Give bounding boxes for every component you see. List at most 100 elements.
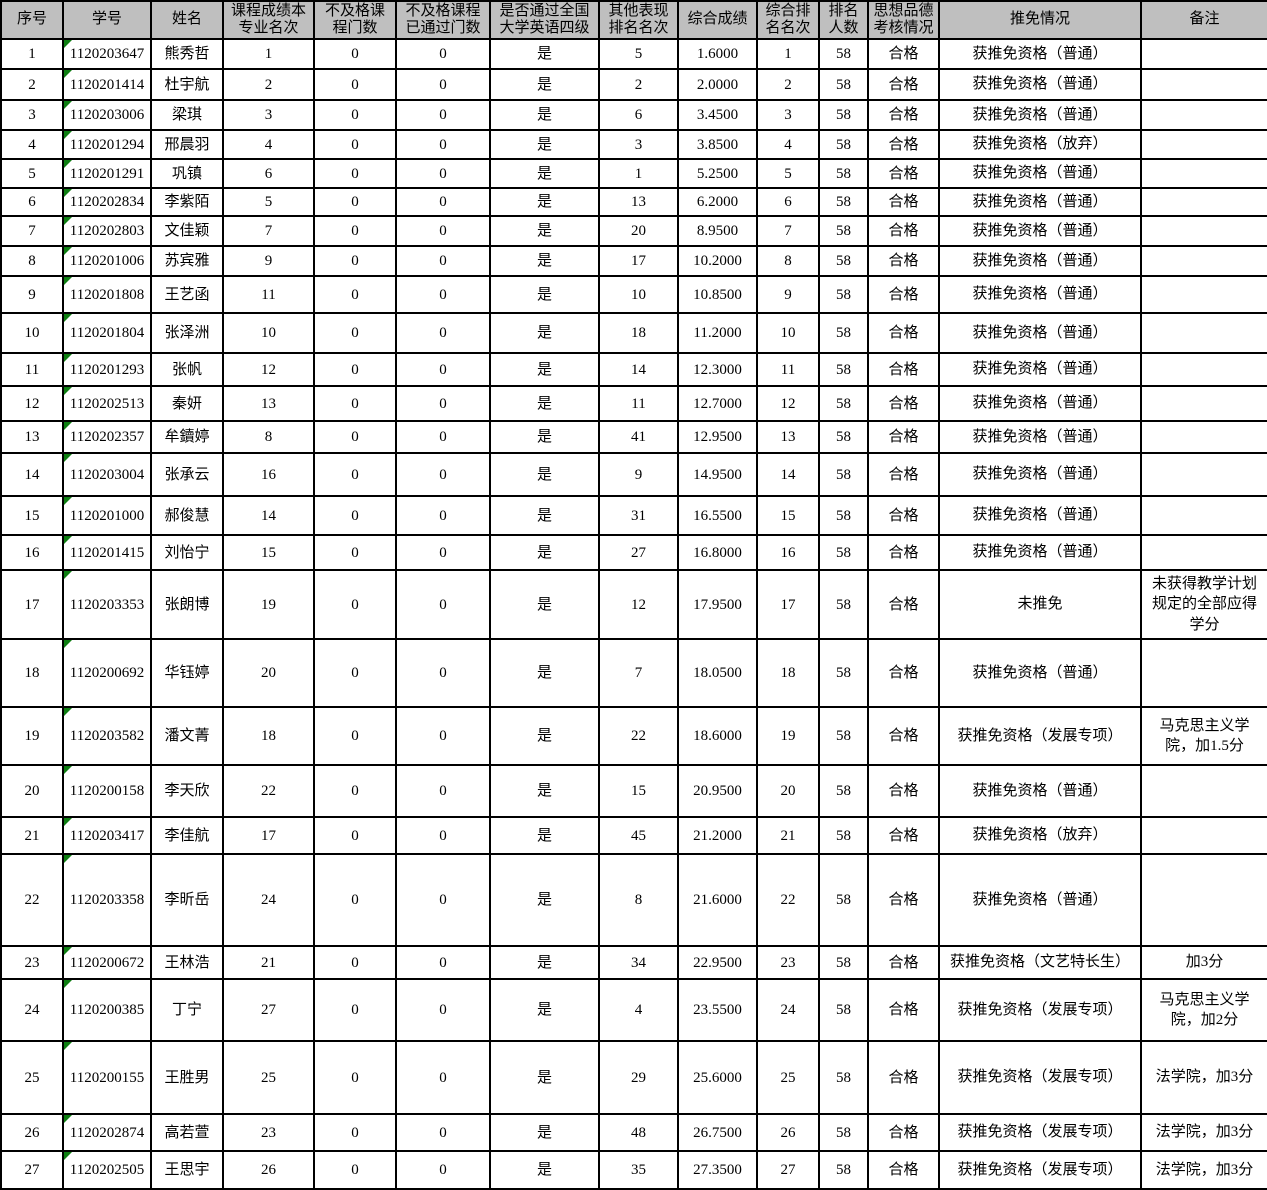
composite-rank-cell[interactable]: 5 bbox=[756, 158, 820, 189]
other-rank-cell[interactable]: 35 bbox=[598, 1150, 679, 1190]
cet4-cell[interactable]: 是 bbox=[489, 312, 600, 354]
exemption-status-cell[interactable]: 获推免资格（普通） bbox=[938, 158, 1142, 189]
remark-cell[interactable]: 马克思主义学 院，加1.5分 bbox=[1140, 706, 1267, 766]
moral-assessment-cell[interactable]: 合格 bbox=[867, 816, 940, 855]
col-header-course-rank[interactable]: 课程成绩本 专业名次 bbox=[222, 0, 315, 40]
moral-assessment-cell[interactable]: 合格 bbox=[867, 853, 940, 947]
col-header-seq[interactable]: 序号 bbox=[0, 0, 64, 40]
failed-count-cell[interactable]: 0 bbox=[313, 158, 397, 189]
course-rank-cell[interactable]: 16 bbox=[222, 452, 315, 497]
student-id-cell[interactable]: 1120201291 bbox=[62, 158, 152, 189]
seq-cell[interactable]: 24 bbox=[0, 978, 64, 1042]
other-rank-cell[interactable]: 8 bbox=[598, 853, 679, 947]
seq-cell[interactable]: 21 bbox=[0, 816, 64, 855]
seq-cell[interactable]: 26 bbox=[0, 1113, 64, 1152]
composite-rank-cell[interactable]: 21 bbox=[756, 816, 820, 855]
remark-cell[interactable] bbox=[1140, 638, 1267, 708]
failed-count-cell[interactable]: 0 bbox=[313, 452, 397, 497]
composite-rank-cell[interactable]: 26 bbox=[756, 1113, 820, 1152]
failed-passed-cell[interactable]: 0 bbox=[395, 534, 491, 571]
composite-score-cell[interactable]: 10.8500 bbox=[677, 275, 758, 314]
col-header-cohort-size[interactable]: 排名 人数 bbox=[818, 0, 869, 40]
cet4-cell[interactable]: 是 bbox=[489, 158, 600, 189]
failed-passed-cell[interactable]: 0 bbox=[395, 1113, 491, 1152]
student-id-cell[interactable]: 1120201293 bbox=[62, 352, 152, 387]
failed-count-cell[interactable]: 0 bbox=[313, 187, 397, 217]
student-id-cell[interactable]: 1120200692 bbox=[62, 638, 152, 708]
seq-cell[interactable]: 7 bbox=[0, 215, 64, 247]
failed-passed-cell[interactable]: 0 bbox=[395, 129, 491, 160]
seq-cell[interactable]: 15 bbox=[0, 495, 64, 536]
composite-score-cell[interactable]: 18.6000 bbox=[677, 706, 758, 766]
student-id-cell[interactable]: 1120203353 bbox=[62, 569, 152, 640]
moral-assessment-cell[interactable]: 合格 bbox=[867, 495, 940, 536]
remark-cell[interactable] bbox=[1140, 99, 1267, 131]
moral-assessment-cell[interactable]: 合格 bbox=[867, 945, 940, 980]
name-cell[interactable]: 杜宇航 bbox=[150, 68, 224, 101]
failed-passed-cell[interactable]: 0 bbox=[395, 312, 491, 354]
failed-passed-cell[interactable]: 0 bbox=[395, 1150, 491, 1190]
seq-cell[interactable]: 10 bbox=[0, 312, 64, 354]
moral-assessment-cell[interactable]: 合格 bbox=[867, 99, 940, 131]
name-cell[interactable]: 李昕岳 bbox=[150, 853, 224, 947]
name-cell[interactable]: 王林浩 bbox=[150, 945, 224, 980]
cohort-size-cell[interactable]: 58 bbox=[818, 1040, 869, 1115]
cohort-size-cell[interactable]: 58 bbox=[818, 129, 869, 160]
course-rank-cell[interactable]: 26 bbox=[222, 1150, 315, 1190]
col-header-student-id[interactable]: 学号 bbox=[62, 0, 152, 40]
name-cell[interactable]: 邢晨羽 bbox=[150, 129, 224, 160]
cet4-cell[interactable]: 是 bbox=[489, 385, 600, 422]
seq-cell[interactable]: 8 bbox=[0, 245, 64, 277]
composite-rank-cell[interactable]: 8 bbox=[756, 245, 820, 277]
composite-score-cell[interactable]: 12.7000 bbox=[677, 385, 758, 422]
failed-passed-cell[interactable]: 0 bbox=[395, 187, 491, 217]
moral-assessment-cell[interactable]: 合格 bbox=[867, 352, 940, 387]
failed-passed-cell[interactable]: 0 bbox=[395, 495, 491, 536]
other-rank-cell[interactable]: 27 bbox=[598, 534, 679, 571]
course-rank-cell[interactable]: 6 bbox=[222, 158, 315, 189]
cet4-cell[interactable]: 是 bbox=[489, 1150, 600, 1190]
remark-cell[interactable]: 加3分 bbox=[1140, 945, 1267, 980]
cohort-size-cell[interactable]: 58 bbox=[818, 495, 869, 536]
composite-rank-cell[interactable]: 13 bbox=[756, 420, 820, 454]
composite-score-cell[interactable]: 12.9500 bbox=[677, 420, 758, 454]
seq-cell[interactable]: 14 bbox=[0, 452, 64, 497]
failed-passed-cell[interactable]: 0 bbox=[395, 1040, 491, 1115]
remark-cell[interactable] bbox=[1140, 534, 1267, 571]
cet4-cell[interactable]: 是 bbox=[489, 978, 600, 1042]
failed-passed-cell[interactable]: 0 bbox=[395, 638, 491, 708]
seq-cell[interactable]: 2 bbox=[0, 68, 64, 101]
cohort-size-cell[interactable]: 58 bbox=[818, 187, 869, 217]
composite-score-cell[interactable]: 3.4500 bbox=[677, 99, 758, 131]
seq-cell[interactable]: 11 bbox=[0, 352, 64, 387]
exemption-status-cell[interactable]: 获推免资格（放弃） bbox=[938, 816, 1142, 855]
cohort-size-cell[interactable]: 58 bbox=[818, 352, 869, 387]
composite-rank-cell[interactable]: 9 bbox=[756, 275, 820, 314]
name-cell[interactable]: 郝俊慧 bbox=[150, 495, 224, 536]
other-rank-cell[interactable]: 10 bbox=[598, 275, 679, 314]
col-header-name[interactable]: 姓名 bbox=[150, 0, 224, 40]
exemption-status-cell[interactable]: 获推免资格（普通） bbox=[938, 352, 1142, 387]
exemption-status-cell[interactable]: 获推免资格（普通） bbox=[938, 312, 1142, 354]
name-cell[interactable]: 秦妍 bbox=[150, 385, 224, 422]
composite-rank-cell[interactable]: 25 bbox=[756, 1040, 820, 1115]
composite-rank-cell[interactable]: 23 bbox=[756, 945, 820, 980]
cohort-size-cell[interactable]: 58 bbox=[818, 158, 869, 189]
other-rank-cell[interactable]: 2 bbox=[598, 68, 679, 101]
moral-assessment-cell[interactable]: 合格 bbox=[867, 158, 940, 189]
failed-count-cell[interactable]: 0 bbox=[313, 385, 397, 422]
failed-count-cell[interactable]: 0 bbox=[313, 1113, 397, 1152]
composite-rank-cell[interactable]: 15 bbox=[756, 495, 820, 536]
student-id-cell[interactable]: 1120200155 bbox=[62, 1040, 152, 1115]
composite-rank-cell[interactable]: 10 bbox=[756, 312, 820, 354]
composite-rank-cell[interactable]: 16 bbox=[756, 534, 820, 571]
remark-cell[interactable]: 法学院，加3分 bbox=[1140, 1040, 1267, 1115]
composite-score-cell[interactable]: 26.7500 bbox=[677, 1113, 758, 1152]
exemption-status-cell[interactable]: 获推免资格（发展专项） bbox=[938, 1113, 1142, 1152]
name-cell[interactable]: 王胜男 bbox=[150, 1040, 224, 1115]
moral-assessment-cell[interactable]: 合格 bbox=[867, 245, 940, 277]
student-id-cell[interactable]: 1120201006 bbox=[62, 245, 152, 277]
composite-rank-cell[interactable]: 7 bbox=[756, 215, 820, 247]
other-rank-cell[interactable]: 6 bbox=[598, 99, 679, 131]
exemption-status-cell[interactable]: 获推免资格（普通） bbox=[938, 638, 1142, 708]
